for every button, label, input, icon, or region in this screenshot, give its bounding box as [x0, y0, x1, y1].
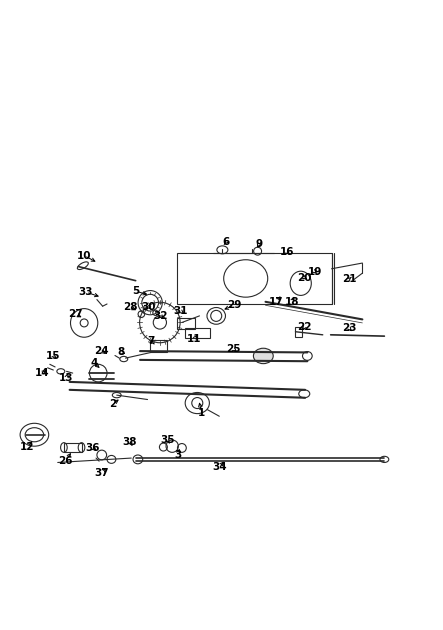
Text: 30: 30 — [142, 302, 156, 312]
Text: 23: 23 — [342, 323, 357, 333]
Text: 28: 28 — [123, 302, 137, 312]
Text: 26: 26 — [58, 456, 73, 466]
Bar — [178, 318, 195, 329]
Text: 19: 19 — [307, 267, 322, 277]
Text: 34: 34 — [212, 462, 227, 472]
Ellipse shape — [253, 348, 273, 364]
Text: 14: 14 — [35, 368, 49, 378]
Text: 4: 4 — [90, 358, 97, 367]
Bar — [178, 253, 331, 304]
Text: 20: 20 — [297, 273, 311, 283]
Text: 27: 27 — [68, 309, 83, 319]
Text: 24: 24 — [94, 346, 109, 356]
Text: 21: 21 — [342, 274, 357, 284]
Text: 33: 33 — [79, 287, 93, 297]
Bar — [150, 340, 167, 352]
Text: 5: 5 — [132, 286, 139, 296]
Text: 31: 31 — [174, 306, 188, 316]
Text: 17: 17 — [269, 297, 284, 307]
Bar — [64, 443, 82, 452]
Text: 12: 12 — [19, 442, 34, 452]
Text: 15: 15 — [46, 350, 61, 360]
Text: 29: 29 — [227, 301, 241, 311]
Text: 1: 1 — [198, 408, 205, 418]
Text: 10: 10 — [77, 251, 91, 261]
Text: 9: 9 — [255, 239, 263, 249]
Text: 35: 35 — [160, 435, 175, 445]
Text: 16: 16 — [280, 248, 295, 258]
Text: 2: 2 — [109, 399, 116, 410]
Text: 36: 36 — [85, 443, 100, 453]
Text: 32: 32 — [153, 311, 168, 321]
Text: 38: 38 — [123, 437, 137, 447]
Text: 18: 18 — [285, 297, 299, 307]
Text: 11: 11 — [187, 334, 202, 344]
Text: 37: 37 — [94, 467, 109, 478]
Text: 25: 25 — [226, 345, 241, 354]
Text: 8: 8 — [117, 347, 125, 357]
Text: 6: 6 — [222, 238, 229, 248]
Bar — [186, 328, 210, 338]
Text: 13: 13 — [59, 372, 74, 382]
Text: 3: 3 — [174, 450, 181, 459]
Bar — [295, 328, 302, 337]
Text: 7: 7 — [148, 336, 155, 346]
Text: 22: 22 — [297, 323, 311, 333]
